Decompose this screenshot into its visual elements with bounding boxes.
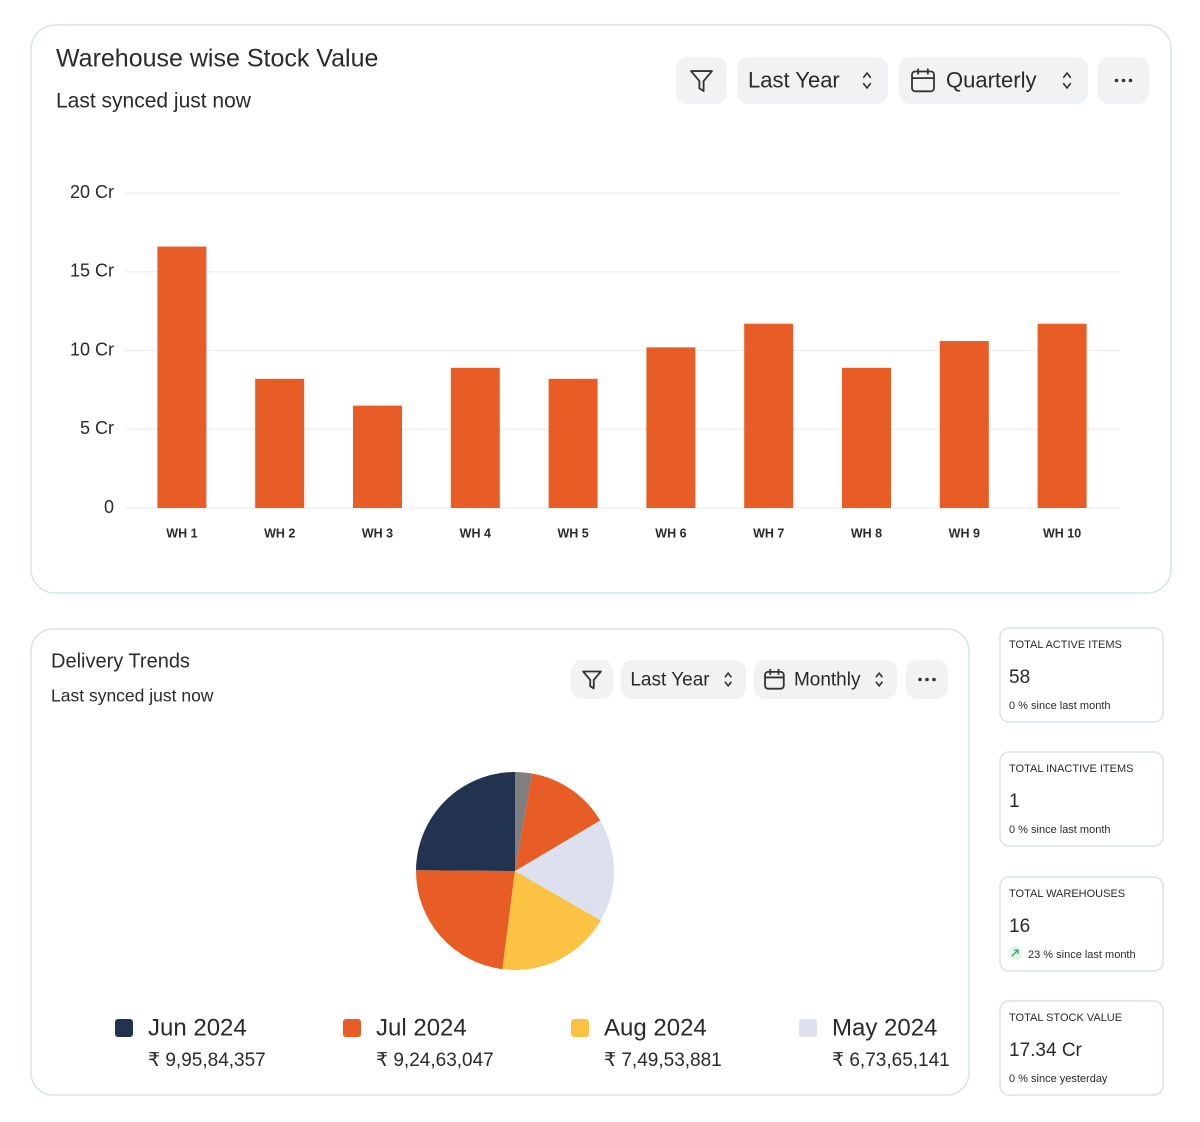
y-tick-label: 20 Cr	[70, 182, 114, 202]
chart-title: Warehouse wise Stock Value	[56, 45, 378, 73]
bar	[744, 323, 794, 508]
calendar-icon	[764, 670, 785, 690]
bar	[450, 367, 500, 508]
button[interactable]: Monthly	[754, 660, 897, 699]
bar	[157, 246, 207, 509]
bar	[353, 405, 402, 508]
stat-card	[999, 627, 1164, 723]
legend-swatch	[343, 1019, 361, 1037]
button-bg	[899, 57, 1088, 104]
y-tick-label: 10 Cr	[70, 339, 114, 359]
y-tick-label: 0	[104, 497, 114, 517]
x-tick-label: WH 6	[655, 526, 686, 540]
x-tick-label: WH 1	[166, 526, 197, 540]
sort-icon	[875, 671, 883, 688]
bar	[646, 347, 696, 508]
button-bg	[676, 57, 727, 104]
sort-icon	[1062, 71, 1072, 90]
chart-title: Delivery Trends	[51, 650, 190, 672]
x-tick-label: WH 3	[362, 526, 393, 540]
card-title: TOTAL ACTIVE ITEMS	[1009, 639, 1122, 651]
chart-subtitle: Last synced just now	[56, 90, 252, 113]
pie-slice	[416, 772, 515, 871]
legend-value: ₹ 9,95,84,357	[148, 1050, 266, 1071]
dropdown-label: Monthly	[794, 670, 861, 691]
card-value: 1	[1009, 791, 1020, 812]
button[interactable]	[906, 660, 948, 699]
dropdown-label: Quarterly	[946, 67, 1036, 92]
legend-value: ₹ 7,49,53,881	[604, 1050, 722, 1071]
sort-icon	[724, 671, 732, 688]
card-value: 16	[1009, 916, 1030, 937]
filter-icon	[582, 670, 602, 690]
x-tick-label: WH 5	[557, 526, 588, 540]
sort-icon	[862, 71, 872, 90]
y-tick-label: 15 Cr	[70, 261, 114, 281]
bar	[1037, 323, 1087, 508]
card-title: TOTAL WAREHOUSES	[1009, 888, 1125, 900]
card-change: 0 % since yesterday	[1009, 1073, 1108, 1085]
x-tick-label: WH 4	[460, 526, 491, 540]
card-title: TOTAL INACTIVE ITEMS	[1009, 763, 1133, 775]
card-value: 17.34 Cr	[1009, 1040, 1083, 1061]
bar	[939, 341, 989, 508]
stat-card	[999, 876, 1164, 972]
button[interactable]: Last Year	[737, 57, 888, 104]
stat-card	[999, 751, 1164, 847]
x-tick-label: WH 2	[264, 526, 295, 540]
button-bg	[621, 660, 746, 699]
card-change: 0 % since last month	[1009, 700, 1111, 712]
legend-swatch	[571, 1019, 589, 1037]
legend-swatch	[115, 1019, 133, 1037]
chart-subtitle: Last synced just now	[51, 686, 214, 706]
bar	[548, 378, 598, 508]
button[interactable]: Last Year	[621, 660, 746, 699]
legend-label: Jun 2024	[148, 1014, 247, 1041]
trend-icon	[1011, 949, 1019, 957]
legend-value: ₹ 9,24,63,047	[376, 1050, 494, 1071]
pie-slice	[515, 820, 614, 921]
more-icon	[1128, 78, 1133, 83]
button-bg	[737, 57, 888, 104]
more-icon	[1121, 78, 1126, 83]
more-icon	[925, 677, 929, 682]
pie-slice	[515, 773, 601, 871]
legend-label: Jul 2024	[376, 1014, 467, 1041]
more-icon	[932, 677, 936, 682]
pie-slice	[502, 871, 601, 971]
more-icon	[1114, 78, 1119, 83]
x-tick-label: WH 8	[851, 526, 882, 540]
dropdown-label: Last Year	[748, 67, 840, 92]
x-tick-label: WH 10	[1043, 526, 1081, 540]
legend-swatch	[799, 1019, 817, 1037]
button[interactable]: Quarterly	[899, 57, 1088, 104]
pie-slice	[515, 772, 533, 871]
card-change: 0 % since last month	[1009, 824, 1111, 836]
pie-slice	[416, 870, 515, 970]
calendar-icon	[911, 70, 935, 93]
button[interactable]	[571, 660, 613, 699]
filter-icon	[690, 70, 713, 92]
calendar-icon	[912, 68, 934, 79]
dropdown-label: Last Year	[630, 670, 710, 691]
legend-label: Aug 2024	[604, 1014, 707, 1041]
x-tick-label: WH 7	[753, 526, 784, 540]
more-icon	[918, 677, 922, 682]
calendar-icon	[765, 668, 784, 679]
legend-value: ₹ 6,73,65,141	[832, 1050, 950, 1071]
card-title: TOTAL STOCK VALUE	[1009, 1012, 1122, 1024]
card-value: 58	[1009, 667, 1030, 688]
button-bg	[571, 660, 613, 699]
button-bg	[754, 660, 897, 699]
bar	[255, 378, 305, 508]
x-tick-label: WH 9	[949, 526, 980, 540]
button[interactable]	[1098, 57, 1149, 104]
y-tick-label: 5 Cr	[80, 418, 114, 438]
card-change: 23 % since last month	[1028, 949, 1136, 961]
stat-card	[999, 1000, 1164, 1096]
bar	[842, 367, 891, 508]
button[interactable]	[676, 57, 727, 104]
legend-label: May 2024	[832, 1014, 937, 1041]
